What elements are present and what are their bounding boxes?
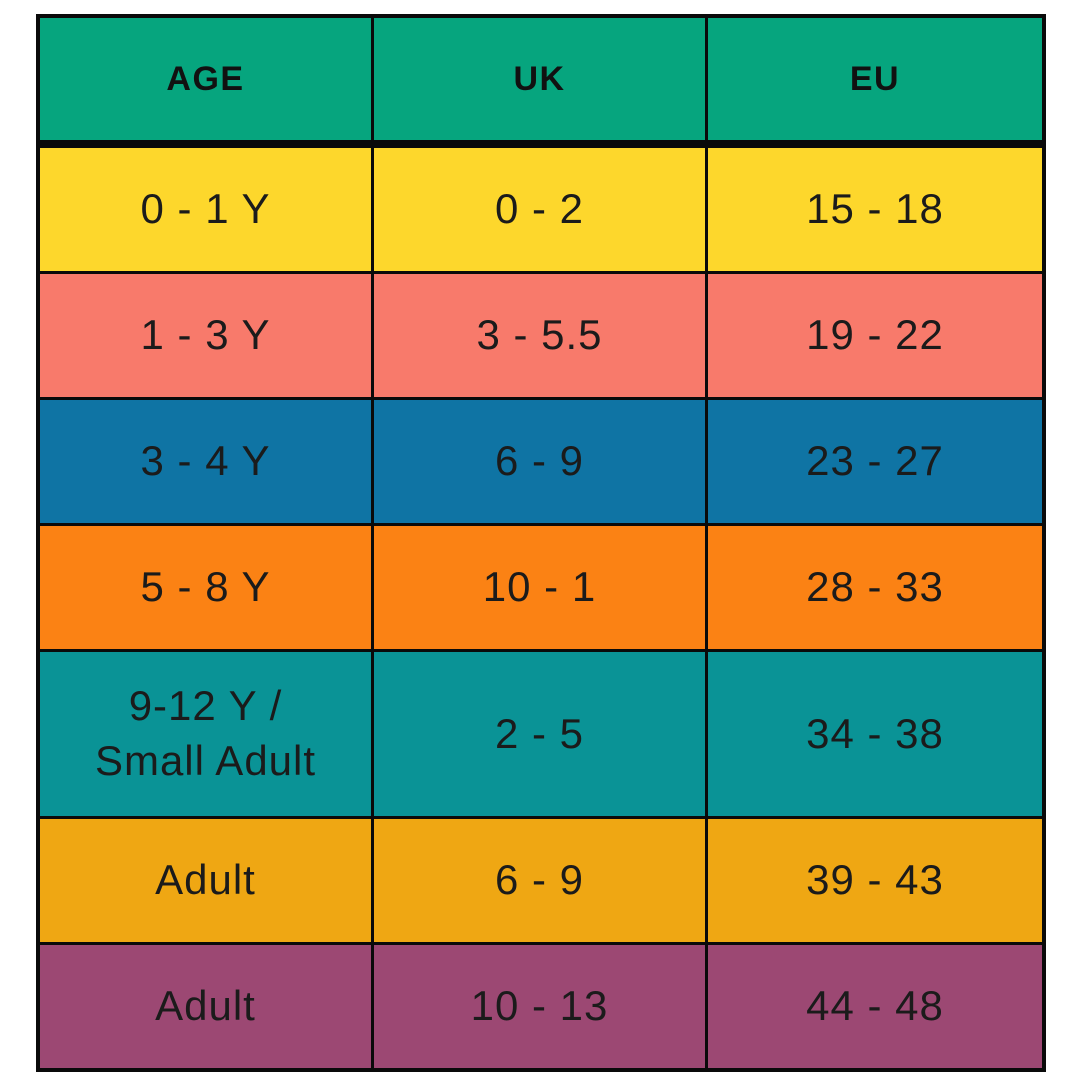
age-cell: Adult <box>40 945 374 1068</box>
table-row: Adult 6 - 9 39 - 43 <box>40 816 1042 942</box>
column-header-eu: EU <box>849 59 901 98</box>
eu-cell: 23 - 27 <box>806 437 944 485</box>
table-row: 9-12 Y / Small Adult 2 - 5 34 - 38 <box>40 649 1042 816</box>
column-header-age: AGE <box>40 18 374 140</box>
age-cell: 1 - 3 Y <box>40 274 374 397</box>
age-cell: 9-12 Y / Small Adult <box>40 652 374 816</box>
table-row: 0 - 1 Y 0 - 2 15 - 18 <box>40 148 1042 271</box>
table-row: 5 - 8 Y 10 - 1 28 - 33 <box>40 523 1042 649</box>
eu-cell: 15 - 18 <box>806 185 944 233</box>
age-cell: 5 - 8 Y <box>40 526 374 649</box>
uk-cell: 2 - 5 <box>374 652 708 816</box>
size-conversion-table: AGE UK EU 0 - 1 Y 0 - 2 15 - 18 1 - 3 Y … <box>36 14 1046 1072</box>
age-cell: 0 - 1 Y <box>40 148 374 271</box>
eu-cell: 44 - 48 <box>806 982 944 1030</box>
table-row: 3 - 4 Y 6 - 9 23 - 27 <box>40 397 1042 523</box>
eu-cell: 28 - 33 <box>806 563 944 611</box>
eu-cell: 39 - 43 <box>806 856 944 904</box>
uk-cell: 0 - 2 <box>374 148 708 271</box>
age-cell: Adult <box>40 819 374 942</box>
uk-cell: 3 - 5.5 <box>374 274 708 397</box>
age-cell: 3 - 4 Y <box>40 400 374 523</box>
table-header-row: AGE UK EU <box>40 18 1042 148</box>
uk-cell: 6 - 9 <box>374 819 708 942</box>
uk-cell: 6 - 9 <box>374 400 708 523</box>
table-row: Adult 10 - 13 44 - 48 <box>40 942 1042 1068</box>
eu-cell: 19 - 22 <box>806 311 944 359</box>
eu-cell: 34 - 38 <box>806 709 944 757</box>
uk-cell: 10 - 1 <box>374 526 708 649</box>
uk-cell: 10 - 13 <box>374 945 708 1068</box>
table-row: 1 - 3 Y 3 - 5.5 19 - 22 <box>40 271 1042 397</box>
column-header-uk: UK <box>374 18 708 140</box>
